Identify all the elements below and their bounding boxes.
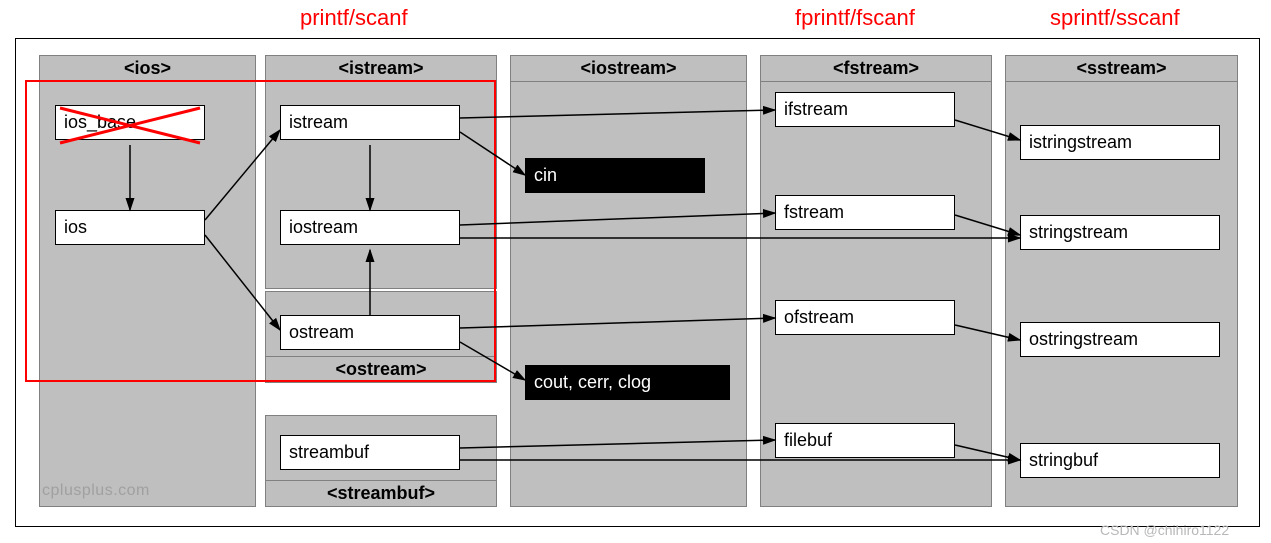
col-sstream: <sstream> — [1005, 55, 1238, 507]
node-streambuf: streambuf — [280, 435, 460, 470]
col-streambuf-footer: <streambuf> — [266, 480, 496, 506]
node-cout: cout, cerr, clog — [525, 365, 730, 400]
watermark-csdn: CSDN @chihiro1122 — [1100, 522, 1229, 538]
label-fprintf: fprintf/fscanf — [795, 5, 915, 31]
col-fstream-header: <fstream> — [761, 56, 991, 82]
red-highlight-box — [25, 80, 496, 382]
node-stringstream: stringstream — [1020, 215, 1220, 250]
label-sprintf: sprintf/sscanf — [1050, 5, 1180, 31]
label-printf: printf/scanf — [300, 5, 408, 31]
node-filebuf: filebuf — [775, 423, 955, 458]
col-ios-header: <ios> — [40, 56, 255, 82]
diagram-root: printf/scanf fprintf/fscanf sprintf/ssca… — [0, 0, 1271, 543]
node-ostringstream: ostringstream — [1020, 322, 1220, 357]
col-iostream-header: <iostream> — [511, 56, 746, 82]
node-stringbuf: stringbuf — [1020, 443, 1220, 478]
node-fstream: fstream — [775, 195, 955, 230]
node-cin: cin — [525, 158, 705, 193]
node-istringstream: istringstream — [1020, 125, 1220, 160]
node-ifstream: ifstream — [775, 92, 955, 127]
watermark-cplusplus: cplusplus.com — [42, 482, 150, 500]
col-sstream-header: <sstream> — [1006, 56, 1237, 82]
col-istream-header: <istream> — [266, 56, 496, 82]
node-ofstream: ofstream — [775, 300, 955, 335]
col-iostream: <iostream> — [510, 55, 747, 507]
